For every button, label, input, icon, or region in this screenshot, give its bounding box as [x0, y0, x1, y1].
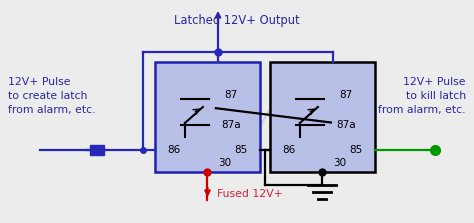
Text: from alarm, etc.: from alarm, etc.	[379, 105, 466, 115]
Bar	[90, 145, 104, 155]
Bar	[270, 62, 375, 172]
Text: 85: 85	[349, 145, 363, 155]
Text: to create latch: to create latch	[8, 91, 87, 101]
Text: 12V+ Pulse: 12V+ Pulse	[403, 77, 466, 87]
Text: 12V+ Pulse: 12V+ Pulse	[8, 77, 71, 87]
Text: Fused 12V+: Fused 12V+	[218, 189, 283, 199]
Text: 87a: 87a	[336, 120, 356, 130]
Text: 87: 87	[339, 90, 352, 100]
Text: 86: 86	[283, 145, 295, 155]
Text: 87a: 87a	[221, 120, 240, 130]
Text: 30: 30	[333, 158, 346, 168]
Text: Latched 12V+ Output: Latched 12V+ Output	[174, 14, 300, 27]
Bar	[155, 62, 260, 172]
Text: 86: 86	[167, 145, 181, 155]
Text: from alarm, etc.: from alarm, etc.	[8, 105, 95, 115]
Text: the12volt: the12volt	[164, 103, 310, 132]
Text: to kill latch: to kill latch	[406, 91, 466, 101]
Text: 85: 85	[235, 145, 248, 155]
Text: 30: 30	[218, 158, 231, 168]
Text: 87: 87	[224, 90, 237, 100]
